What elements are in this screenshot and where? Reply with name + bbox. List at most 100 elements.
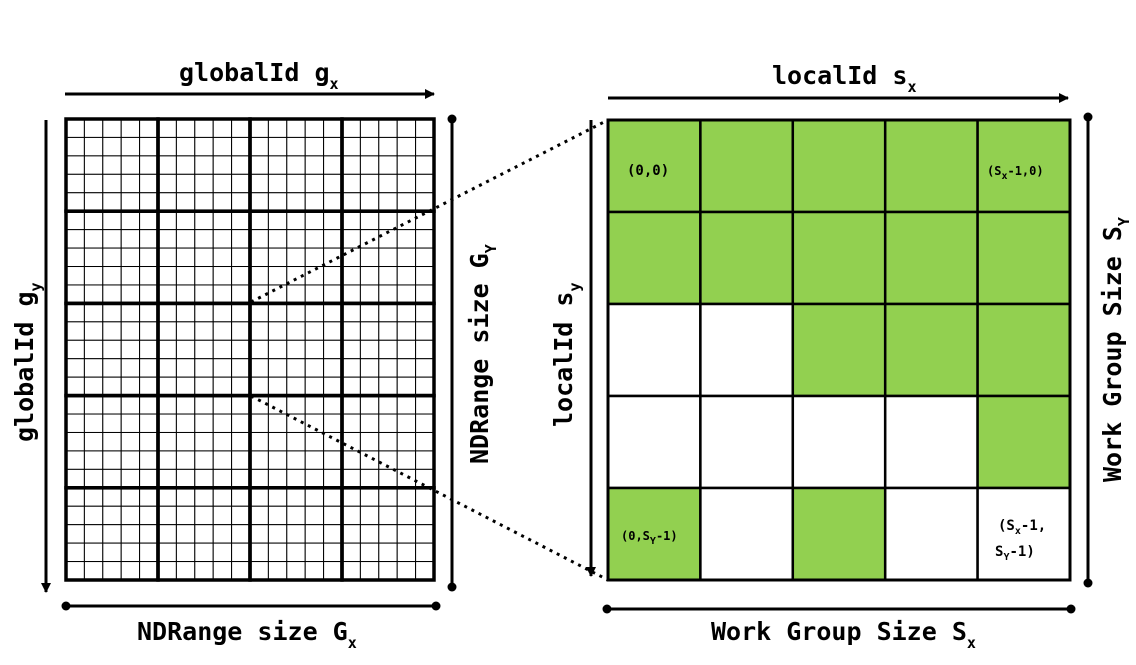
work-item-cell [212,505,233,526]
local-work-item-cell [699,302,795,398]
work-item-cell [378,284,398,304]
work-item-cell [83,155,104,175]
work-item-cell [286,173,306,194]
work-item-cell [212,358,233,378]
work-item-cell [304,505,325,526]
work-item-cell [267,487,288,507]
work-item-cell [231,339,251,360]
global-id-x-label: globalId gx [179,58,339,93]
work-item-cell [65,302,85,323]
ndrange-size-x-label: NDRange size Gx [137,617,357,652]
work-item-cell [378,376,398,397]
ndrange-size-y-dimension [447,114,457,592]
work-item-cell [341,487,361,507]
work-item-cell [286,505,306,526]
work-item-cell [415,358,435,378]
work-item-cell [194,321,214,341]
work-item-cell [341,561,361,581]
work-item-cell [267,284,288,304]
work-item-cell [359,247,380,268]
work-item-cell [175,155,196,175]
work-item-cell [267,524,288,544]
work-item-cell [120,339,141,360]
work-item-cell [415,155,435,175]
work-item-cell [175,413,196,433]
work-item-cell [304,524,325,544]
work-item-cell [212,413,233,433]
work-item-cell [157,487,177,507]
work-item-cell [194,358,214,378]
local-work-item-cell [976,210,1072,306]
work-item-cell [304,358,325,378]
work-item-cell [415,136,435,157]
work-item-cell [102,431,122,452]
work-item-cell [157,118,177,138]
work-item-cell [415,247,435,268]
work-item-cell [175,339,196,360]
work-item-cell [286,155,306,175]
work-item-cell [415,321,435,341]
work-item-cell [359,173,380,194]
ndrange-border [64,117,436,582]
work-item-cell [378,302,398,323]
work-item-cell [231,524,251,544]
work-item-cell [157,247,177,268]
work-item-cell [286,487,306,507]
work-item-cell [175,247,196,268]
work-item-cell [120,210,141,231]
work-item-cell [249,450,269,470]
work-item-cell [157,450,177,470]
work-item-cell [396,266,417,286]
work-item-cell [396,524,417,544]
work-item-cell [323,505,343,526]
work-item-cell [194,284,214,304]
work-item-cell [249,229,269,249]
work-item-cell [378,321,398,341]
work-item-cell [65,524,85,544]
work-item-cell [65,266,85,286]
work-item-cell [359,302,380,323]
work-item-cell [65,210,85,231]
work-item-cell [120,431,141,452]
work-item-cell [102,155,122,175]
work-item-cell [286,321,306,341]
local-work-item-cell [606,486,702,582]
work-item-cell [415,173,435,194]
work-item-cell [157,229,177,249]
work-item-cell [415,542,435,563]
work-item-cell [212,229,233,249]
work-item-cell [212,284,233,304]
work-item-cell [157,431,177,452]
work-item-cell [139,302,159,323]
work-item-cell [378,542,398,563]
work-item-cell [65,247,85,268]
work-item-cell [341,376,361,397]
work-item-cell [83,210,104,231]
work-item-cell [323,210,343,231]
work-item-cell [304,450,325,470]
work-item-cell [286,358,306,378]
work-item-cell [102,542,122,563]
work-item-cell [267,561,288,581]
cell-label-bottom-right-line2: SY-1) [995,544,1035,563]
work-item-cell [157,266,177,286]
local-work-item-cell [791,394,887,490]
work-item-cell [396,487,417,507]
work-item-cell [175,450,196,470]
work-item-cell [396,302,417,323]
work-item-cell [359,542,380,563]
zoom-line-bottom [250,394,609,582]
work-item-cell [267,321,288,341]
work-item-cell [194,561,214,581]
work-item-cell [157,155,177,175]
work-item-cell [323,321,343,341]
work-item-cell [286,136,306,157]
work-item-cell [102,413,122,433]
work-item-cell [83,395,104,415]
work-item-cell [396,505,417,526]
work-item-cell [267,413,288,433]
work-item-cell [323,431,343,452]
work-item-cell [341,321,361,341]
work-item-cell [304,431,325,452]
work-item-cell [341,339,361,360]
